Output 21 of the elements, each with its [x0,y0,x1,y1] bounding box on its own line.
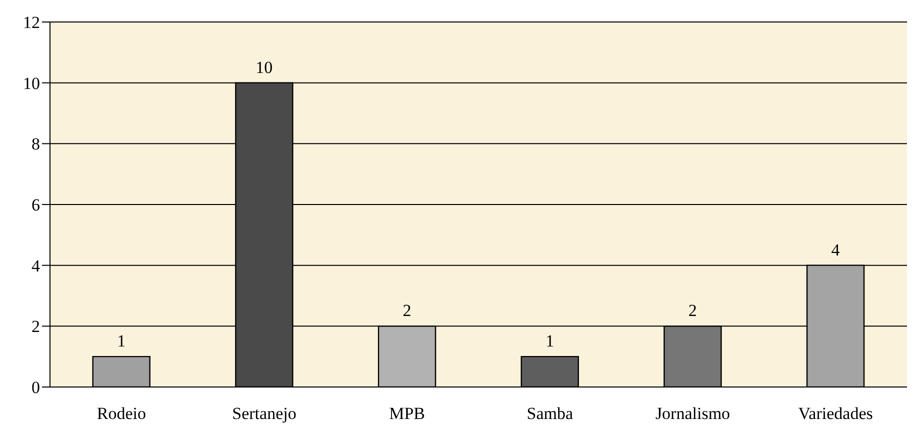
y-tick-label: 12 [23,13,40,32]
data-label: 2 [402,301,412,320]
x-tick-label: Sertanejo [232,404,296,424]
y-tick-label: 0 [32,378,40,398]
data-label: 1 [117,332,126,351]
data-label: 10 [256,58,273,77]
bar [92,356,150,387]
data-label: 4 [831,240,840,260]
y-tick-label: 8 [32,134,40,154]
x-tick-label: Samba [526,404,574,424]
y-tick-label: 6 [32,196,40,215]
bar [520,356,579,387]
x-tick-label: Variedades [798,404,873,424]
data-label: 1 [546,332,554,351]
y-tick-label: 2 [32,317,40,336]
x-tick-label: Jornalismo [655,404,730,424]
y-tick-label: 4 [32,256,40,276]
data-label: 2 [688,301,697,320]
y-tick-label: 10 [23,74,40,93]
x-tick-label: Rodeio [96,404,146,424]
x-tick-label: MPB [389,404,426,424]
